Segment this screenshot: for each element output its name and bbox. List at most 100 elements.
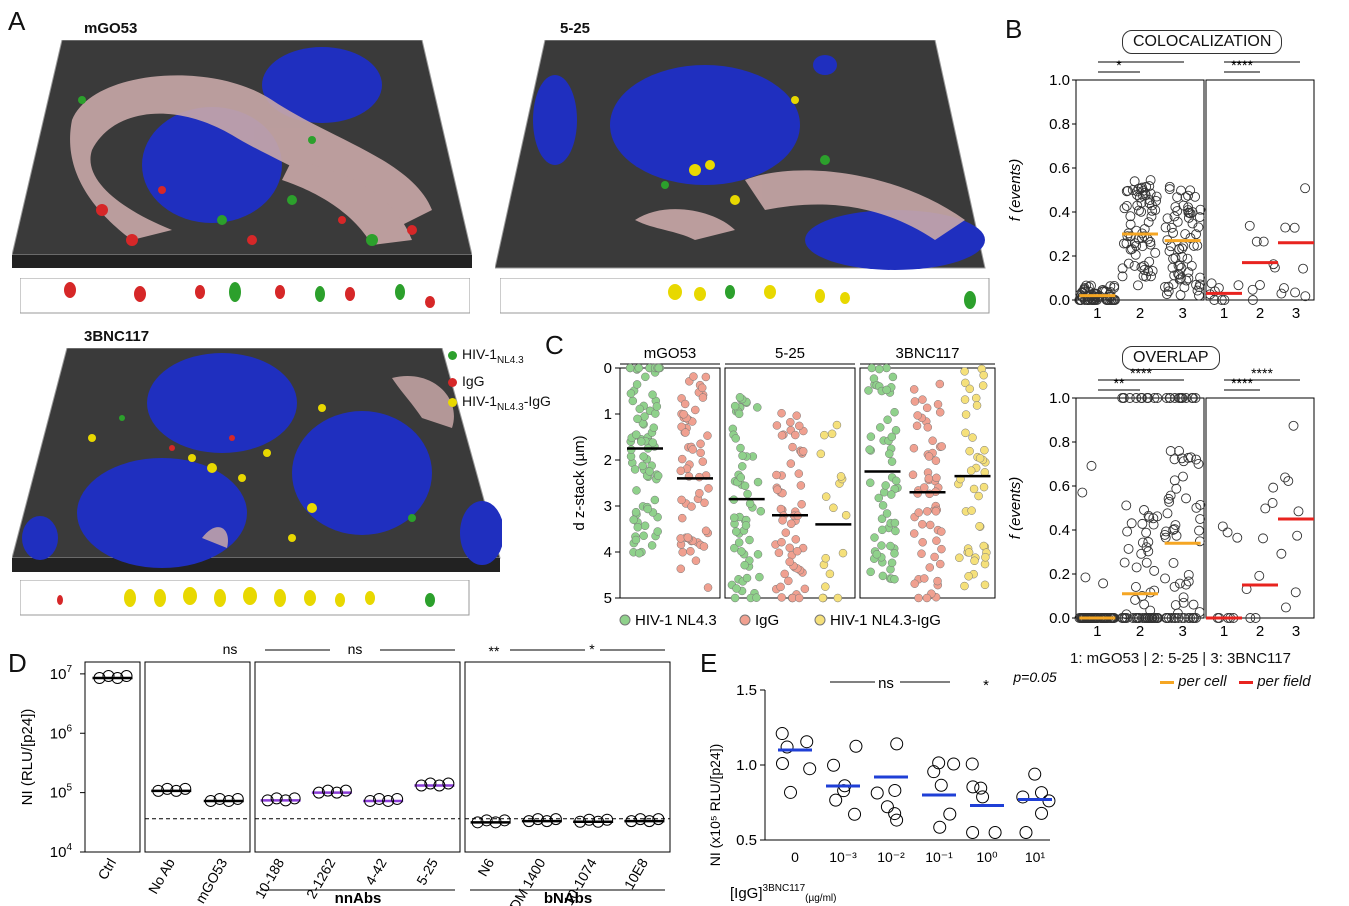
data-point [1163, 493, 1174, 504]
data-point [601, 813, 614, 826]
y-tick-label: 0.5 [736, 832, 757, 849]
data-point [794, 593, 804, 603]
data-point [735, 393, 745, 402]
data-point [697, 383, 707, 393]
data-point [522, 815, 535, 828]
data-point [966, 780, 980, 794]
data-point [913, 411, 922, 420]
data-point [1134, 192, 1145, 203]
data-point [1194, 536, 1205, 547]
data-point [836, 472, 846, 481]
legend-label-igg: IgG [462, 372, 485, 389]
data-point [773, 485, 782, 494]
data-point [1160, 222, 1171, 233]
data-point [643, 504, 653, 514]
data-point [918, 520, 927, 529]
data-point [909, 443, 919, 453]
data-point [914, 593, 923, 603]
y-axis-label: d z-stack (µm) [571, 435, 588, 530]
data-point [1162, 508, 1173, 519]
data-point [391, 792, 404, 805]
image-title-5-25: 5-25 [560, 20, 591, 37]
data-point [1172, 192, 1183, 203]
data-point [1175, 273, 1186, 284]
data-point [638, 461, 647, 471]
data-point [755, 572, 764, 582]
data-point [888, 807, 902, 821]
x-tick-label: 10⁻² [877, 849, 905, 865]
data-point [640, 521, 650, 531]
data-point [1195, 204, 1206, 215]
data-point [1142, 393, 1153, 403]
render-5-25 [495, 40, 986, 270]
data-point [679, 410, 688, 419]
data-point [1169, 211, 1180, 222]
data-point [848, 807, 862, 821]
data-point [680, 399, 690, 409]
data-point [701, 526, 711, 536]
data-point [865, 478, 875, 488]
data-point [1283, 476, 1294, 487]
data-point [800, 584, 810, 594]
data-point [791, 535, 801, 544]
y-tick-label: 0.2 [1049, 566, 1070, 583]
data-point [1193, 458, 1204, 469]
data-point [1188, 599, 1199, 610]
x-tick-label: 0 [791, 849, 799, 865]
sig-label: *** [1133, 60, 1150, 63]
data-point [1222, 527, 1233, 538]
data-point [923, 423, 933, 432]
red-dot-icon [448, 377, 457, 387]
data-point [1149, 565, 1160, 576]
image-title-3bnc117: 3BNC117 [84, 328, 150, 345]
data-point [649, 423, 659, 432]
data-point [653, 527, 662, 536]
data-point [1130, 594, 1141, 605]
data-point [745, 499, 755, 508]
y-tick-label: 104 [50, 842, 73, 861]
x-tick-label: Ctrl [94, 856, 119, 883]
data-point [531, 813, 544, 826]
data-point [1180, 192, 1191, 203]
data-point [1080, 572, 1091, 583]
data-point [970, 556, 979, 566]
data-point [625, 363, 635, 373]
data-point [161, 782, 174, 795]
data-point [1145, 237, 1156, 247]
data-point [878, 501, 888, 510]
data-point [1143, 537, 1154, 547]
data-point [1276, 548, 1287, 559]
data-point [777, 537, 786, 547]
data-point [1123, 258, 1134, 269]
data-point [1141, 527, 1152, 538]
data-point [964, 548, 974, 557]
x-tick-label: PGDM 1400 [496, 855, 548, 906]
legend-marker [814, 614, 826, 626]
x-tick-label: 2 [1256, 305, 1264, 322]
x-tick-label: 2-1262 [303, 855, 339, 901]
sig-label: **** [1231, 375, 1253, 391]
data-point [881, 481, 890, 490]
data-point [934, 778, 948, 792]
data-point [734, 409, 744, 419]
data-point [631, 507, 641, 517]
data-point [935, 379, 945, 389]
data-point [925, 563, 935, 572]
data-point [549, 813, 562, 826]
data-point [1179, 613, 1190, 623]
panel-c-letter: C [545, 330, 564, 360]
data-point [442, 777, 455, 790]
data-point [701, 372, 711, 382]
y-tick-label: 106 [50, 723, 73, 742]
data-point [678, 548, 687, 557]
overlap-title: OVERLAP [1122, 346, 1220, 370]
data-point [1288, 420, 1299, 431]
data-point [574, 815, 587, 828]
legend-panel-a: HIV-1NL4.3 IgG HIV-1NL4.3-IgG [448, 344, 551, 418]
data-point [937, 527, 946, 536]
data-point [1167, 262, 1178, 273]
data-point [968, 433, 977, 442]
data-point [1121, 186, 1132, 197]
data-point [888, 372, 898, 382]
data-point [1170, 600, 1181, 611]
